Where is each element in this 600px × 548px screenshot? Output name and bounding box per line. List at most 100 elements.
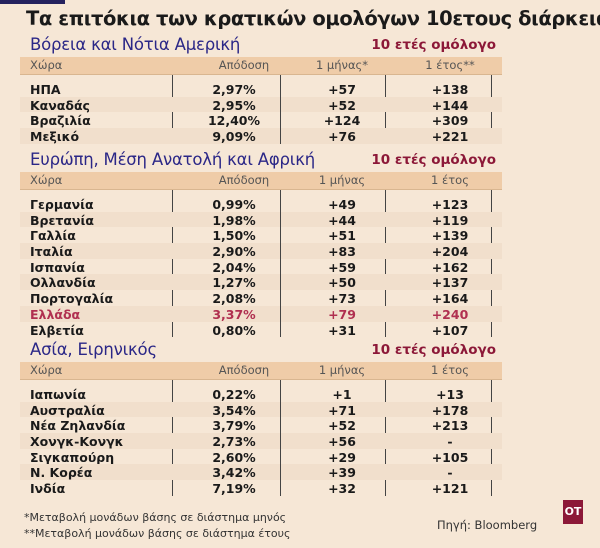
column-header: Χώρα xyxy=(30,363,63,377)
change-1-year-cell: +13 xyxy=(436,387,464,402)
table-row: Μεξικό 9,09% +76 +221 xyxy=(20,128,502,144)
yield-cell: 0,99% xyxy=(212,197,256,212)
change-1-year-cell: +119 xyxy=(431,212,469,228)
change-1-month-cell: +59 xyxy=(328,259,356,275)
table-row: Ισπανία 2,04% +59 +162 xyxy=(20,259,502,275)
yield-cell: 7,19% xyxy=(212,481,256,497)
change-1-month-cell: +39 xyxy=(328,465,356,481)
footnotes: *Μεταβολή μονάδων βάσης σε διάστημα μηνό… xyxy=(24,510,290,542)
change-1-year-cell: +178 xyxy=(431,402,469,418)
country-cell: Ν. Κορέα xyxy=(30,465,93,481)
change-1-month-cell: +52 xyxy=(328,97,356,113)
country-cell: Ιταλία xyxy=(30,244,73,260)
change-1-month-cell: +31 xyxy=(328,322,356,338)
change-1-month-cell: +52 xyxy=(328,418,356,434)
ot-logo: OT xyxy=(563,500,583,524)
yield-cell: 3,42% xyxy=(212,465,256,481)
change-1-month-cell: +79 xyxy=(328,306,356,322)
country-cell: Χονγκ-Κονγκ xyxy=(30,434,124,450)
table-row: Ιταλία 2,90% +83 +204 xyxy=(20,243,502,259)
change-1-year-cell: +137 xyxy=(431,275,469,291)
section-subtitle: 10 ετές ομόλογο xyxy=(371,37,496,53)
column-header: 1 μήνας xyxy=(318,173,366,187)
column-header: Χώρα xyxy=(30,58,63,72)
yield-cell: 2,90% xyxy=(212,244,256,260)
table-row: Ελβετία 0,80% +31 +107 xyxy=(20,322,502,338)
yield-cell: 3,79% xyxy=(212,418,256,434)
country-cell: Αυστραλία xyxy=(30,402,105,418)
column-header: 1 έτος xyxy=(431,363,469,377)
section-header: Ευρώπη, Μέση Ανατολή και Αφρική 10 ετές ο… xyxy=(20,150,502,172)
yield-cell: 2,04% xyxy=(212,259,256,275)
change-1-year-cell: +240 xyxy=(431,306,469,322)
country-cell: Ελλάδα xyxy=(30,306,81,322)
table-row: Ολλανδία 1,27% +50 +137 xyxy=(20,274,502,290)
table-row: Καναδάς 2,95% +52 +144 xyxy=(20,96,502,113)
column-header: 1 έτος** xyxy=(425,58,475,72)
yield-cell: 2,95% xyxy=(212,97,256,113)
table-body: Γερμανία 0,99% +49 +123 Βρετανία 1,98% +44 +119… xyxy=(20,190,502,338)
country-cell: Σιγκαπούρη xyxy=(30,449,115,465)
change-1-year-cell: +121 xyxy=(431,481,469,497)
yield-cell: 3,37% xyxy=(212,306,256,322)
section-subtitle: 10 ετές ομόλογο xyxy=(371,342,496,358)
change-1-month-cell: +49 xyxy=(328,197,356,212)
table-row: Γερμανία 0,99% +49 +123 xyxy=(20,196,502,212)
section-emea: Ευρώπη, Μέση Ανατολή και Αφρική 10 ετές ο… xyxy=(20,150,502,338)
section-subtitle: 10 ετές ομόλογο xyxy=(371,152,496,168)
table-header-row: Χώρα Απόδοση 1 μήνας 1 έτος xyxy=(20,172,502,190)
table-row: Γαλλία 1,50% +51 +139 xyxy=(20,227,502,243)
table-row: Βρετανία 1,98% +44 +119 xyxy=(20,211,502,228)
change-1-month-cell: +83 xyxy=(328,244,356,260)
change-1-month-cell: +56 xyxy=(328,434,356,450)
column-header: Απόδοση xyxy=(218,363,270,377)
change-1-month-cell: +124 xyxy=(323,113,361,129)
yield-cell: 0,22% xyxy=(212,387,256,402)
section-title: Ασία, Ειρηνικός xyxy=(30,340,157,359)
source-note: Πηγή: Bloomberg xyxy=(437,518,538,532)
change-1-year-cell: +138 xyxy=(431,82,469,97)
table-header-row: Χώρα Απόδοση 1 μήνας* 1 έτος** xyxy=(20,57,502,75)
change-1-year-cell: +204 xyxy=(431,244,469,260)
country-cell: Ιαπωνία xyxy=(30,387,86,402)
country-cell: Ινδία xyxy=(30,481,66,497)
footnote-month: *Μεταβολή μονάδων βάσης σε διάστημα μηνό… xyxy=(24,511,287,524)
table-row: Χονγκ-Κονγκ 2,73% +56 - xyxy=(20,433,502,449)
section-header: Ασία, Ειρηνικός 10 ετές ομόλογο xyxy=(20,340,502,362)
yield-cell: 2,08% xyxy=(212,291,256,307)
change-1-month-cell: +32 xyxy=(328,481,356,497)
change-1-month-cell: +44 xyxy=(328,212,356,228)
yield-cell: 1,27% xyxy=(212,275,256,291)
country-cell: Ελβετία xyxy=(30,322,84,338)
table-body: ΗΠΑ 2,97% +57 +138 Καναδάς 2,95% +52 +144 Βραζιλ… xyxy=(20,75,502,144)
change-1-month-cell: +51 xyxy=(328,228,356,244)
country-cell: Ολλανδία xyxy=(30,275,96,291)
change-1-year-cell: +162 xyxy=(431,259,469,275)
section-americas: Βόρεια και Νότια Αμερική 10 ετές ομόλογο Χ… xyxy=(20,35,502,144)
change-1-year-cell: +144 xyxy=(431,97,469,113)
page-title: Τα επιτόκια των κρατικών ομολόγων 10ετου… xyxy=(26,7,600,30)
yield-cell: 2,73% xyxy=(212,434,256,450)
column-header: Απόδοση xyxy=(218,58,270,72)
change-1-year-cell: +164 xyxy=(431,291,469,307)
change-1-year-cell: +139 xyxy=(431,228,469,244)
change-1-month-cell: +1 xyxy=(332,387,352,402)
top-accent-bar xyxy=(0,0,65,4)
column-header: Απόδοση xyxy=(218,173,270,187)
yield-cell: 9,09% xyxy=(212,129,256,145)
yield-cell: 1,50% xyxy=(212,228,256,244)
table-row: Ινδία 7,19% +32 +121 xyxy=(20,480,502,496)
section-header: Βόρεια και Νότια Αμερική 10 ετές ομόλογο xyxy=(20,35,502,57)
yield-cell: 2,97% xyxy=(212,82,256,97)
change-1-year-cell: +309 xyxy=(431,113,469,129)
column-header: Χώρα xyxy=(30,173,63,187)
section-title: Βόρεια και Νότια Αμερική xyxy=(30,35,241,54)
change-1-month-cell: +50 xyxy=(328,275,356,291)
yield-cell: 0,80% xyxy=(212,322,256,338)
table-header-row: Χώρα Απόδοση 1 μήνας 1 έτος xyxy=(20,362,502,380)
column-header: 1 μήνας xyxy=(318,363,366,377)
country-cell: Νέα Ζηλανδία xyxy=(30,418,126,434)
table-row: Σιγκαπούρη 2,60% +29 +105 xyxy=(20,449,502,465)
change-1-year-cell: +221 xyxy=(431,129,469,145)
change-1-month-cell: +57 xyxy=(328,82,356,97)
